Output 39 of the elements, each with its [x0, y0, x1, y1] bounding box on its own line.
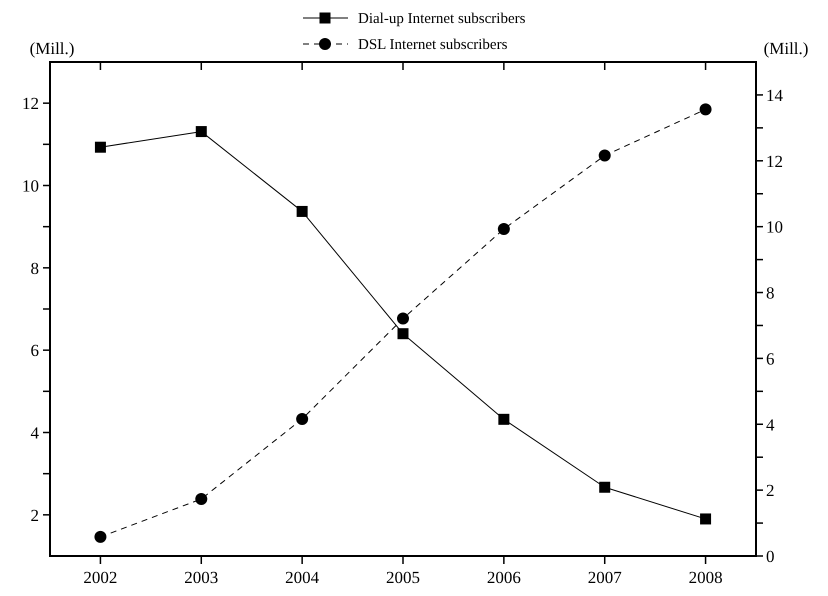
legend-label: Dial-up Internet subscribers: [358, 11, 526, 27]
x-tick-label: 2007: [588, 568, 622, 587]
y2-tick-label: 6: [766, 349, 774, 368]
y2-tick-label: 0: [766, 547, 774, 566]
x-tick-label: 2006: [486, 568, 521, 587]
y2-tick-label: 2: [766, 481, 774, 500]
y2-tick-label: 4: [766, 415, 775, 434]
y2-tick-label: 8: [766, 284, 774, 303]
y-tick-label: 4: [30, 424, 40, 442]
y-tick-label: 6: [30, 341, 39, 360]
y-tick-label: 8: [30, 258, 39, 278]
point: [296, 206, 308, 217]
point: [397, 312, 409, 325]
point: [700, 103, 712, 116]
x-tick-label: 2003: [184, 568, 218, 587]
x-tick-label: 2005: [386, 568, 420, 587]
y2-tick-label: 12: [766, 152, 783, 171]
point: [700, 513, 712, 524]
y2-axis-title: (Mill.): [764, 39, 808, 58]
point: [398, 328, 408, 340]
x-tick-label: 2004: [285, 568, 320, 587]
point: [94, 530, 106, 543]
point: [498, 414, 510, 425]
legend-label: DSL Internet subscribers: [358, 37, 508, 53]
x-tick-label: 2008: [688, 568, 723, 587]
point: [196, 126, 207, 138]
y-tick-label: 2: [30, 506, 39, 525]
y-tick-label: 10: [22, 176, 39, 196]
x-tick-label: 2002: [83, 568, 118, 587]
point: [498, 222, 510, 235]
y2-tick-label: 14: [766, 86, 784, 105]
point: [296, 412, 308, 425]
point: [94, 142, 106, 153]
point: [195, 493, 208, 506]
point: [599, 482, 610, 493]
y2-tick-label: 10: [766, 218, 783, 237]
y-axis-title: (Mill.): [30, 39, 74, 58]
point: [598, 150, 611, 162]
y-tick-label: 12: [22, 94, 39, 114]
